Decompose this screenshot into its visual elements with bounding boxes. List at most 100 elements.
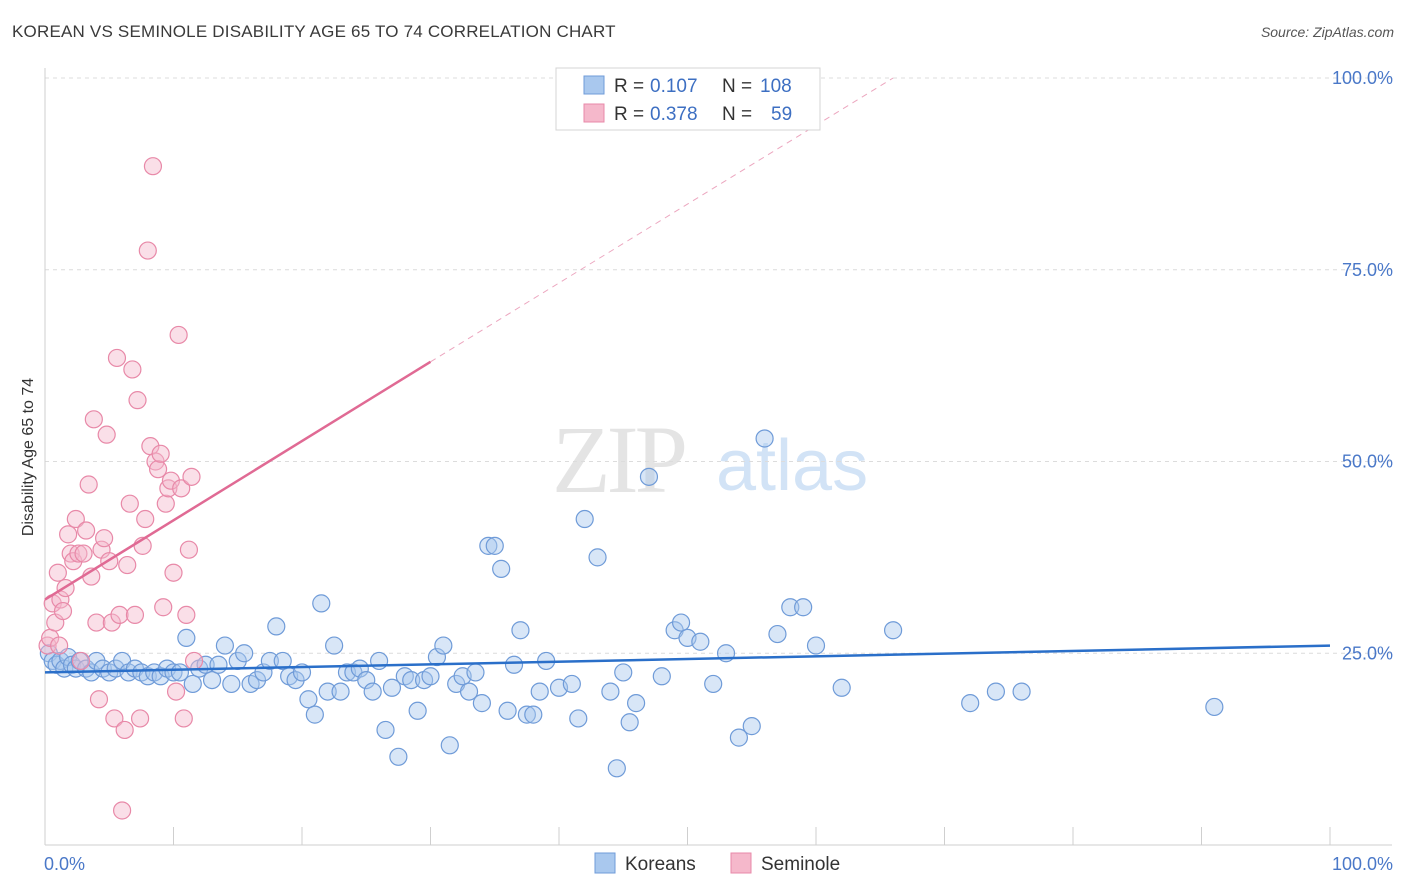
seminole-point (66, 509, 85, 529)
seminole-point (69, 544, 88, 563)
x-tick-label: 100.0% (1332, 854, 1393, 874)
seminole-point (87, 613, 106, 632)
korean-point (511, 621, 530, 640)
korean-point (569, 709, 588, 728)
seminole-point (105, 709, 124, 728)
labels-layer: 25.0% 50.0% 75.0% 100.0% 0.0% 100.0% Disabilit… (20, 68, 1393, 874)
seminole-point (128, 391, 147, 410)
korean-point (742, 717, 761, 736)
legend-seminole-r-value: 0.378 (650, 104, 698, 125)
seminole-point (71, 651, 91, 671)
legend-korean-swatch (583, 75, 605, 95)
korean-point (691, 632, 710, 651)
watermark-atlas: atlas (716, 426, 868, 506)
seminole-point (89, 690, 109, 709)
y-tick-label: 75.0% (1342, 260, 1393, 280)
korean-point (427, 647, 447, 667)
korean-point (389, 747, 408, 766)
korean-point (1012, 682, 1031, 701)
korean-point (363, 682, 382, 701)
korean-point (575, 509, 594, 529)
watermark-zip: ZIP (552, 406, 685, 513)
korean-point (215, 636, 234, 655)
legend-box: R = 0.107 N = 108 R = 0.378 N = 59 (555, 67, 821, 131)
korean-point (331, 682, 350, 701)
seminole-point (184, 651, 204, 671)
seminole-point (143, 157, 163, 176)
korean-point (768, 624, 787, 644)
korean-point (485, 536, 504, 555)
chart-source: Source: ZipAtlas.com (1260, 24, 1394, 40)
korean-point (639, 467, 659, 486)
korean-point (626, 694, 646, 713)
korean-point (562, 674, 581, 694)
korean-trend-line (44, 644, 1331, 674)
korean-point (614, 663, 633, 682)
seminole-point (169, 325, 188, 345)
y-tick-label: 100.0% (1332, 68, 1393, 88)
korean-points (39, 429, 1224, 778)
x-tick-label: 0.0% (44, 854, 85, 874)
seminole-point (59, 525, 78, 544)
seminole-point (48, 563, 67, 582)
korean-point (492, 559, 511, 578)
legend-korean-r-label: R = (614, 76, 644, 97)
korean-point (376, 720, 395, 740)
seminole-point (130, 709, 150, 728)
korean-point (440, 736, 459, 755)
korean-point (267, 617, 286, 636)
korean-point (601, 682, 620, 701)
korean-point (504, 655, 524, 674)
legend-seminole-n-label: N = (722, 104, 752, 125)
korean-point (794, 598, 813, 617)
korean-point (318, 682, 337, 701)
axes-layer (44, 68, 1392, 846)
korean-point (620, 713, 639, 732)
seminole-point (84, 410, 103, 429)
seminole-point (112, 801, 132, 820)
y-axis-label: Disability Age 65 to 74 (20, 378, 37, 536)
korean-point (408, 701, 427, 720)
korean-point (1205, 697, 1224, 717)
korean-point (260, 651, 279, 671)
korean-point (498, 701, 517, 720)
korean-point (202, 670, 222, 690)
chart-title: KOREAN VS SEMINOLE DISABILITY AGE 65 TO … (12, 22, 616, 41)
korean-point (466, 663, 485, 682)
korean-point (530, 682, 549, 701)
korean-point (607, 759, 626, 778)
bottom-legend-korean-label: Koreans (625, 854, 696, 875)
seminole-point (97, 425, 116, 444)
korean-point (209, 655, 228, 674)
seminole-point (179, 540, 199, 559)
korean-point (370, 651, 389, 671)
bottom-legend: Koreans Seminole (594, 852, 840, 875)
korean-point (806, 636, 826, 655)
seminole-point (166, 682, 186, 701)
seminole-point (154, 598, 173, 617)
korean-point (755, 429, 774, 448)
legend-seminole-n-value: 59 (771, 104, 792, 125)
grid-layer (45, 77, 1392, 654)
seminole-point (156, 494, 175, 513)
korean-point (222, 674, 241, 694)
korean-point (729, 728, 749, 747)
korean-point (325, 636, 344, 655)
korean-point (652, 667, 671, 686)
korean-point (402, 670, 421, 690)
seminole-point (174, 709, 193, 728)
seminole-point (182, 467, 201, 486)
korean-point (704, 674, 723, 694)
korean-point (177, 628, 196, 648)
legend-korean-n-label: N = (722, 76, 752, 97)
korean-point (479, 536, 498, 555)
korean-point (350, 659, 369, 678)
korean-point (459, 682, 479, 701)
seminole-point (120, 494, 139, 513)
legend-korean-r-value: 0.107 (650, 76, 698, 97)
legend-seminole-r-label: R = (614, 104, 644, 125)
seminole-point (50, 636, 69, 655)
korean-point (524, 705, 543, 724)
seminole-point (53, 601, 73, 621)
korean-point (781, 598, 800, 617)
